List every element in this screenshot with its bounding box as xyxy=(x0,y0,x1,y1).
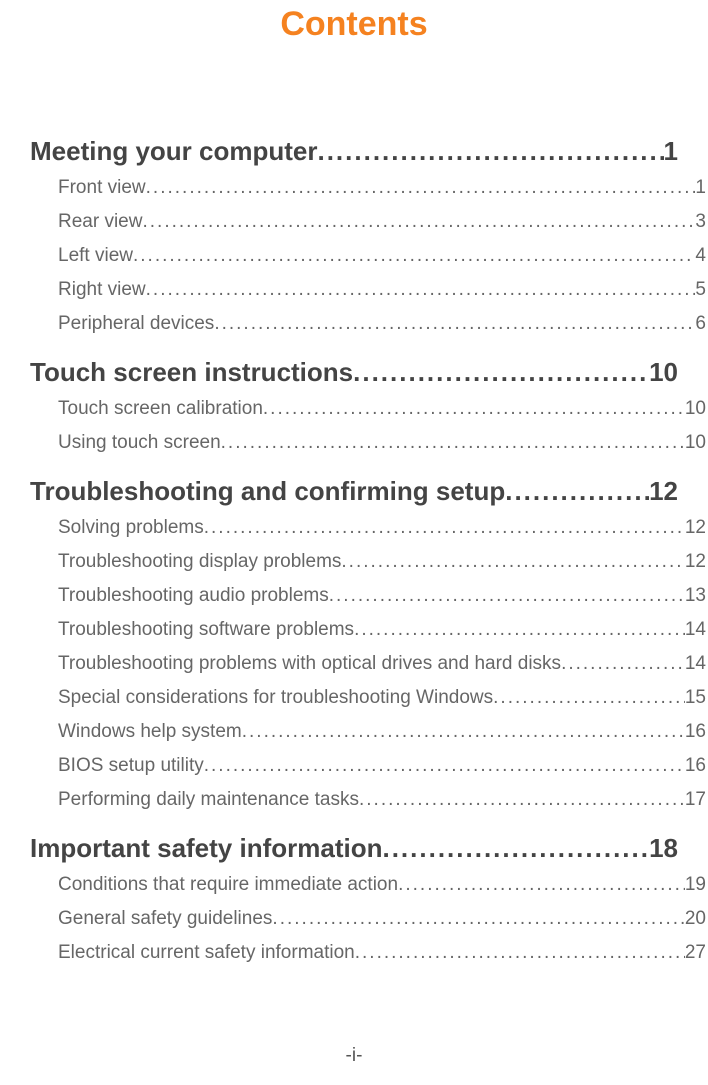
toc-sub-label: Troubleshooting problems with optical dr… xyxy=(58,653,561,675)
toc-leader xyxy=(142,211,695,233)
toc-sub-label: Using touch screen xyxy=(58,432,221,454)
toc-sub-label: Solving problems xyxy=(58,517,204,539)
toc-sub-label: Troubleshooting display problems xyxy=(58,551,341,573)
toc-sub-page: 20 xyxy=(685,908,706,930)
toc-leader xyxy=(359,789,685,811)
toc-leader xyxy=(204,755,685,777)
toc-chapter-row: Troubleshooting and confirming setup 12 xyxy=(30,476,678,507)
toc-sub-row: Peripheral devices 6 xyxy=(58,313,706,335)
toc-section: Touch screen instructions10Touch screen … xyxy=(30,357,678,454)
toc-sub-page: 10 xyxy=(685,398,706,420)
toc-leader xyxy=(204,517,685,539)
toc-chapter-page: 12 xyxy=(649,476,678,507)
toc-leader xyxy=(355,942,685,964)
toc-sub-row: Performing daily maintenance tasks 17 xyxy=(58,789,706,811)
toc-section: Important safety information 18 Conditions… xyxy=(30,833,678,964)
toc-sub-row: Troubleshooting audio problems 13 xyxy=(58,585,706,607)
toc-chapter-label: Troubleshooting and confirming setup xyxy=(30,476,505,507)
toc-sub-row: Special considerations for troubleshooti… xyxy=(58,687,706,709)
toc-leader xyxy=(263,398,685,420)
toc-sub-label: Troubleshooting audio problems xyxy=(58,585,329,607)
toc-leader xyxy=(242,721,685,743)
toc-sub-label: Conditions that require immediate action xyxy=(58,874,398,896)
toc-sub-label: Touch screen calibration xyxy=(58,398,263,420)
toc-sub-page: 19 xyxy=(685,874,706,896)
toc-sub-label: Electrical current safety information xyxy=(58,942,355,964)
toc-sub-row: Rear view 3 xyxy=(58,211,706,233)
toc-sub-label: Troubleshooting software problems xyxy=(58,619,354,641)
toc-chapter-row: Meeting your computer 1 xyxy=(30,136,678,167)
toc-sub-label: Peripheral devices xyxy=(58,313,214,335)
toc-section: Meeting your computer 1 Front view 1 Rear v… xyxy=(30,136,678,335)
toc-sub-page: 16 xyxy=(685,721,706,743)
toc-leader xyxy=(382,833,649,864)
toc-sub-page: 10 xyxy=(685,432,706,454)
toc-sub-label: BIOS setup utility xyxy=(58,755,204,777)
toc-leader xyxy=(341,551,684,573)
toc-chapter-label: Important safety information xyxy=(30,833,382,864)
toc-leader xyxy=(398,874,685,896)
page-footer: -i- xyxy=(0,1045,708,1067)
toc-sub-page: 15 xyxy=(685,687,706,709)
toc-sub-page: 5 xyxy=(695,279,706,301)
toc-chapter-row: Important safety information 18 xyxy=(30,833,678,864)
toc-leader xyxy=(146,279,696,301)
toc-chapter-page: 1 xyxy=(664,136,678,167)
toc-leader xyxy=(354,619,685,641)
toc-sub-label: Rear view xyxy=(58,211,142,233)
toc-sub-row: BIOS setup utility 16 xyxy=(58,755,706,777)
toc-section: Troubleshooting and confirming setup 12 So… xyxy=(30,476,678,811)
toc-chapter-row: Touch screen instructions 10 xyxy=(30,357,678,388)
toc-sub-page: 12 xyxy=(685,517,706,539)
toc-sub-page: 14 xyxy=(685,619,706,641)
toc-chapter-label: Meeting your computer xyxy=(30,136,317,167)
toc-leader xyxy=(493,687,685,709)
toc-sub-row: Windows help system 16 xyxy=(58,721,706,743)
toc-leader xyxy=(272,908,684,930)
toc-leader xyxy=(505,476,649,507)
toc-sub-row: Troubleshooting problems with optical dr… xyxy=(58,653,706,675)
toc-sub-row: Right view 5 xyxy=(58,279,706,301)
toc-leader xyxy=(146,177,696,199)
toc-sub-page: 17 xyxy=(685,789,706,811)
toc-leader xyxy=(221,432,685,454)
toc-chapter-page: 18 xyxy=(649,833,678,864)
toc-sub-page: 4 xyxy=(695,245,706,267)
toc-sub-row: Electrical current safety information 27 xyxy=(58,942,706,964)
toc-leader xyxy=(561,653,685,675)
toc-sub-row: Left view 4 xyxy=(58,245,706,267)
toc-sub-label: Special considerations for troubleshooti… xyxy=(58,687,493,709)
toc-sub-page: 13 xyxy=(685,585,706,607)
toc-sub-page: 6 xyxy=(695,313,706,335)
toc-leader xyxy=(214,313,695,335)
toc-sub-row: Touch screen calibration 10 xyxy=(58,398,706,420)
toc-leader xyxy=(329,585,685,607)
toc-sub-row: Front view 1 xyxy=(58,177,706,199)
toc-sub-page: 16 xyxy=(685,755,706,777)
toc-sub-label: Left view xyxy=(58,245,133,267)
toc-sub-page: 3 xyxy=(695,211,706,233)
toc-sub-label: Performing daily maintenance tasks xyxy=(58,789,359,811)
toc-leader xyxy=(133,245,695,267)
toc-sub-label: Right view xyxy=(58,279,146,301)
toc-sub-row: Troubleshooting software problems 14 xyxy=(58,619,706,641)
toc-chapter-page: 10 xyxy=(649,357,678,388)
toc-leader xyxy=(317,136,663,167)
toc-sub-page: 27 xyxy=(685,942,706,964)
toc-sub-row: Conditions that require immediate action… xyxy=(58,874,706,896)
toc-sub-page: 12 xyxy=(685,551,706,573)
page-title: Contents xyxy=(30,0,678,114)
toc-sub-label: Windows help system xyxy=(58,721,242,743)
toc-leader xyxy=(353,357,649,388)
toc-sub-label: General safety guidelines xyxy=(58,908,272,930)
toc-sub-row: Troubleshooting display problems 12 xyxy=(58,551,706,573)
table-of-contents: Meeting your computer 1 Front view 1 Rear v… xyxy=(30,136,678,964)
toc-sub-page: 1 xyxy=(695,177,706,199)
toc-sub-label: Front view xyxy=(58,177,146,199)
toc-sub-row: Solving problems 12 xyxy=(58,517,706,539)
toc-sub-row: General safety guidelines 20 xyxy=(58,908,706,930)
toc-chapter-label: Touch screen instructions xyxy=(30,357,353,388)
toc-sub-row: Using touch screen 10 xyxy=(58,432,706,454)
toc-sub-page: 14 xyxy=(685,653,706,675)
